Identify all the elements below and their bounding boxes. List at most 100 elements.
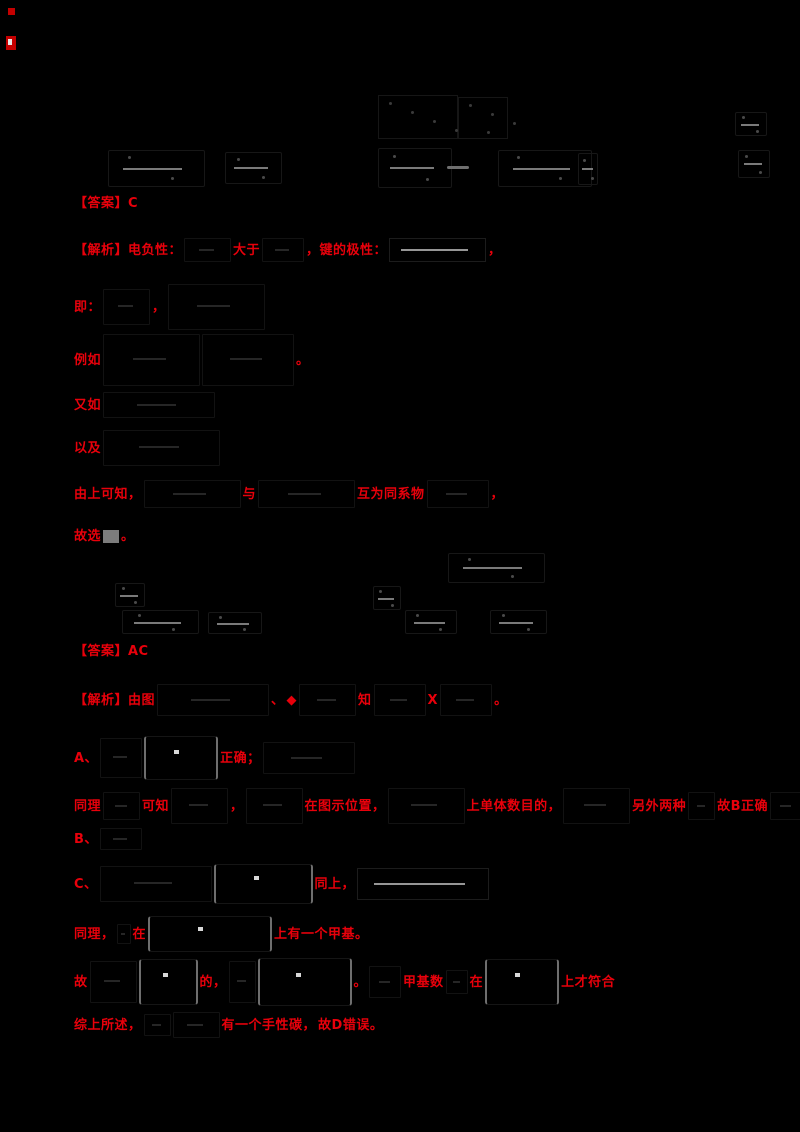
answer-line: 以及 xyxy=(74,430,221,466)
answer-red-text: 即： xyxy=(74,299,102,315)
answer-line: B、 xyxy=(74,828,142,850)
chem-structure-dark xyxy=(262,742,355,774)
answer-red-text: X xyxy=(427,692,439,708)
chem-structure-dark xyxy=(688,792,716,820)
answer-red-text: 知 xyxy=(358,692,372,708)
chem-structure-dark xyxy=(103,334,201,386)
answer-red-text: 故 xyxy=(74,974,88,990)
answer-red-text: ， xyxy=(488,242,502,258)
answer-red-text: 以及 xyxy=(74,440,102,456)
page-title-glyphs xyxy=(458,97,516,139)
answer-red-text: ◆ xyxy=(286,692,298,708)
revision-flag xyxy=(6,36,16,50)
chem-structure-dark xyxy=(103,430,221,466)
chem-structure-faint xyxy=(225,152,282,184)
chem-structure-faint xyxy=(735,112,767,136)
highlight-box xyxy=(103,530,120,543)
chem-structure-dark xyxy=(89,961,137,1003)
chem-structure-dark xyxy=(103,792,141,820)
answer-red-text: 在 xyxy=(132,926,147,942)
chem-structure-faint xyxy=(108,150,205,187)
chem-structure-dark xyxy=(202,334,295,386)
chem-structure-faint xyxy=(122,610,199,634)
chem-structure-dark xyxy=(426,480,489,508)
chem-structure-dark xyxy=(99,828,142,850)
answer-line: 故 的， 。 甲基数 在 上才符合 xyxy=(74,958,615,1006)
chem-structure-dark xyxy=(148,916,273,952)
chem-structure-dark xyxy=(167,284,265,330)
answer-red-text: 甲基数 xyxy=(403,974,444,990)
chem-structure-dark xyxy=(770,792,800,820)
answer-red-text: 例如 xyxy=(74,352,102,368)
answer-line: 【答案】AC xyxy=(74,645,149,658)
answer-line: 即： ， xyxy=(74,284,265,330)
chem-structure-dark xyxy=(262,238,305,262)
chem-structure-dark xyxy=(387,788,465,824)
chem-structure-dark xyxy=(389,238,487,262)
chem-structure-dark xyxy=(257,958,352,1006)
chem-structure-faint xyxy=(448,553,545,583)
answer-red-text: A、 xyxy=(74,750,99,766)
chem-structure-dark xyxy=(143,480,241,508)
chem-structure-dark xyxy=(440,684,493,716)
chem-structure-dark xyxy=(213,864,313,904)
answer-red-text: 在 xyxy=(469,974,484,990)
chem-structure-dark xyxy=(485,959,560,1005)
answer-red-text: B、 xyxy=(74,831,98,847)
answer-red-text: ， xyxy=(230,798,244,814)
chem-structure-dark xyxy=(103,392,216,418)
chem-structure-dark xyxy=(445,970,468,994)
chem-structure-dark xyxy=(157,684,270,716)
answer-line: 故选 。 xyxy=(74,530,135,543)
answer-line: 由上可知， 与 互为同系物 ， xyxy=(74,480,504,508)
answer-red-text: 故B正确 xyxy=(717,798,769,814)
answer-red-text: ， xyxy=(152,299,166,315)
answer-line: 综上所述， 有一个手性碳， 故D错误。 xyxy=(74,1012,383,1038)
chem-structure-dark xyxy=(144,736,219,780)
answer-red-text: ，键的极性： xyxy=(306,242,388,258)
chem-structure-dark xyxy=(100,738,143,778)
answer-red-text: 有一个手性碳， xyxy=(221,1017,317,1033)
answer-red-text: 综上所述， xyxy=(74,1017,142,1033)
answer-red-text: 同上， xyxy=(314,876,356,892)
chem-structure-dark xyxy=(258,480,356,508)
answer-line: C、 同上， xyxy=(74,864,490,904)
chem-structure-dark xyxy=(172,1012,220,1038)
chem-structure-faint xyxy=(373,586,401,610)
answer-red-text: 互为同系物 xyxy=(357,486,425,502)
answer-red-text: 同理 xyxy=(74,798,102,814)
answer-line: 又如 xyxy=(74,392,216,418)
chem-structure-dark xyxy=(228,961,256,1003)
answer-red-text: 可知 xyxy=(142,798,170,814)
answer-red-text: 。 xyxy=(121,529,135,544)
answer-red-text: 【答案】AC xyxy=(74,644,149,659)
chem-structure-dark xyxy=(99,866,212,902)
answer-red-text: 上单体数目的， xyxy=(466,798,562,814)
answer-red-text: 在图示位置， xyxy=(304,798,386,814)
chem-structure-faint xyxy=(378,148,452,188)
answer-line: 同理， 在 上有一个甲基。 xyxy=(74,916,369,952)
chem-structure-dark xyxy=(138,959,198,1005)
chem-structure-dark xyxy=(299,684,357,716)
answer-red-text: 的， xyxy=(199,974,227,990)
answer-red-text: C、 xyxy=(74,876,98,892)
answer-red-text: 。 xyxy=(353,974,368,990)
chem-structure-dark xyxy=(369,966,402,998)
chem-structure-dark xyxy=(373,684,426,716)
chem-structure-faint xyxy=(405,610,457,634)
answer-red-text: 上有一个甲基。 xyxy=(274,926,369,942)
chem-structure-dark xyxy=(563,788,631,824)
answer-line: 【答案】C xyxy=(74,197,138,210)
chem-structure-dark xyxy=(245,788,303,824)
chem-structure-faint xyxy=(578,153,598,185)
answer-red-text: 同理， xyxy=(74,926,115,942)
answer-red-text: 正确； xyxy=(220,750,261,766)
answer-red-text: 故选 xyxy=(74,529,102,544)
answer-line: 例如 。 xyxy=(74,334,310,386)
revision-dot xyxy=(8,8,15,15)
answer-line: 【解析】由图 、 ◆ 知 X 。 xyxy=(74,684,508,716)
answer-red-text: 【答案】C xyxy=(74,196,139,211)
chem-structure-dark xyxy=(116,924,131,944)
answer-red-text: 。 xyxy=(494,692,508,708)
